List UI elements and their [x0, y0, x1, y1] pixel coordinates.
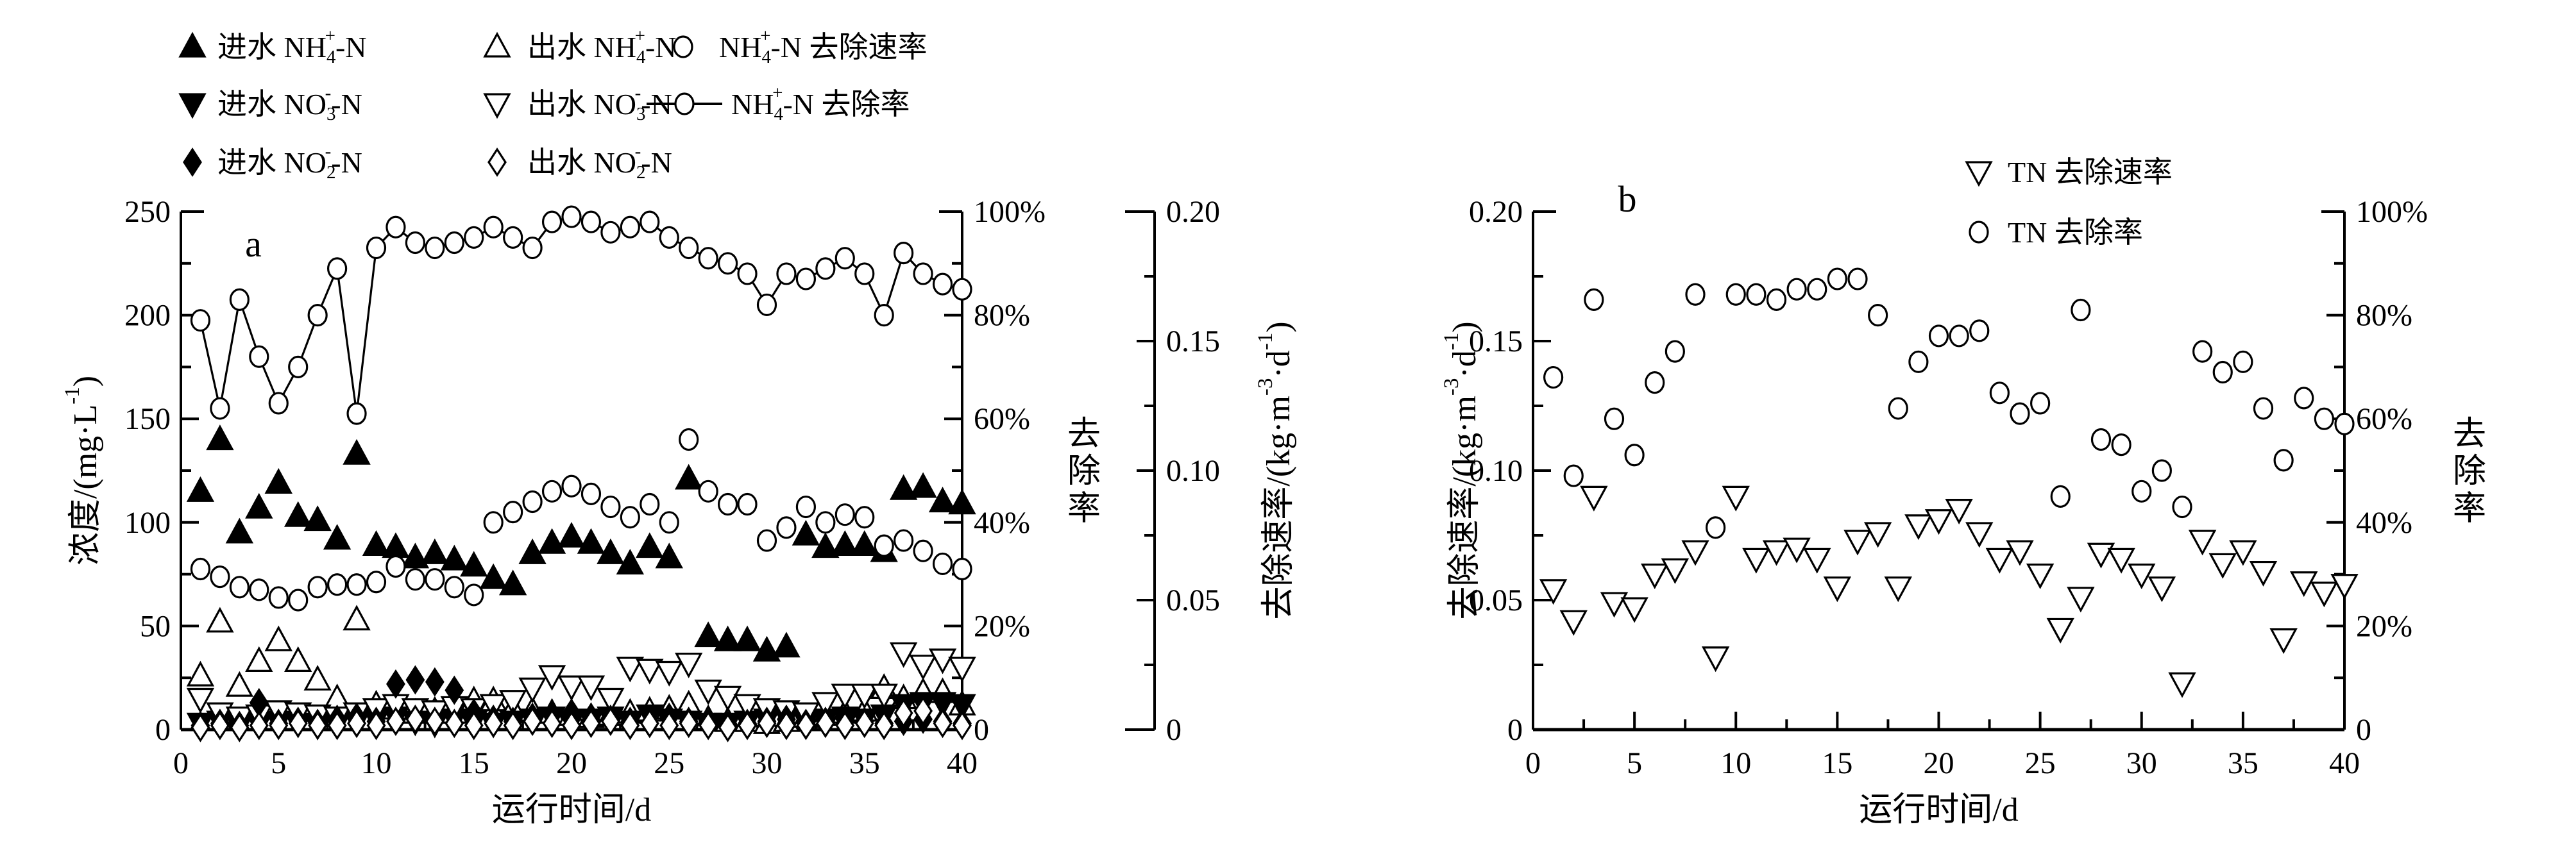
svg-text:5: 5: [1627, 746, 1642, 780]
svg-text:10: 10: [1720, 746, 1751, 780]
panel-b: 00.050.100.150.200 5 10 15 20 25 30 35 40020%40%…: [1440, 156, 2486, 828]
svg-text:NH4+-N 去除速率: NH4+-N 去除速率: [719, 26, 928, 67]
triangle-down-open-icon: [483, 93, 511, 119]
triangle-up-filled-icon: [178, 31, 207, 58]
triangle-up-open-icon: [483, 31, 511, 58]
svg-text:去除速率/(kg·m-3·d-1): 去除速率/(kg·m-3·d-1): [1440, 321, 1483, 619]
svg-text:150: 150: [124, 402, 171, 436]
svg-text:30: 30: [752, 746, 783, 780]
svg-text:100%: 100%: [2356, 195, 2428, 229]
circle-open-icon: [673, 35, 693, 58]
circle-open-icon: [1969, 221, 1989, 244]
svg-text:TN 去除率: TN 去除率: [2008, 216, 2143, 249]
svg-text:0.05: 0.05: [1166, 583, 1220, 617]
triangle-down-open-icon: [1965, 161, 1993, 187]
svg-text:进水 NH4+-N: 进水 NH4+-N: [217, 26, 367, 67]
series-出水 NO3--N: [186, 642, 976, 732]
svg-text:0: 0: [173, 746, 189, 780]
svg-text:进水 NO3--N: 进水 NO3--N: [217, 83, 362, 124]
panel-a-axis-titles: 浓度/(mg·L-1) 去除率 去除速率/(kg·m-3·d-1) 运行时间/d: [61, 321, 1297, 828]
series-NH4+-N 去除率: [190, 205, 972, 425]
svg-text:NH4+-N 去除率: NH4+-N 去除率: [731, 83, 910, 124]
svg-text:100%: 100%: [974, 195, 1046, 229]
svg-text:0: 0: [974, 713, 989, 747]
diamond-open-icon: [487, 147, 507, 177]
svg-text:50: 50: [140, 609, 171, 643]
svg-text:进水 NO2--N: 进水 NO2--N: [217, 141, 362, 183]
svg-text:60%: 60%: [2356, 402, 2412, 436]
svg-text:0.05: 0.05: [1469, 583, 1523, 617]
series-出水 NO2--N: [191, 696, 972, 742]
series-TN 去除速率: [1539, 485, 2359, 698]
svg-text:40: 40: [947, 746, 978, 780]
svg-text:80%: 80%: [974, 299, 1030, 333]
svg-text:0: 0: [1525, 746, 1541, 780]
series-NH4+-N 去除速率: [190, 428, 972, 612]
svg-text:运行时间/d: 运行时间/d: [1859, 792, 2018, 828]
svg-text:20: 20: [1924, 746, 1954, 780]
svg-text:20%: 20%: [974, 609, 1030, 643]
panel-b-legend: TN 去除速率 TN 去除率: [1965, 156, 2173, 249]
svg-text:0: 0: [1166, 713, 1182, 747]
svg-text:去除速率/(kg·m-3·d-1): 去除速率/(kg·m-3·d-1): [1254, 321, 1297, 619]
svg-text:浓度/(mg·L-1): 浓度/(mg·L-1): [61, 376, 104, 565]
svg-text:运行时间/d: 运行时间/d: [492, 792, 651, 828]
series-TN 去除率: [1543, 267, 2355, 539]
svg-text:出水 NH4+-N: 出水 NH4+-N: [527, 26, 677, 67]
svg-text:25: 25: [2025, 746, 2056, 780]
triangle-down-filled-icon: [178, 93, 207, 119]
svg-text:0: 0: [1507, 713, 1523, 747]
svg-text:去除率: 去除率: [1067, 416, 1101, 527]
svg-text:40%: 40%: [974, 506, 1030, 540]
svg-text:0.15: 0.15: [1166, 324, 1220, 358]
svg-text:60%: 60%: [974, 402, 1030, 436]
svg-text:0.10: 0.10: [1469, 454, 1523, 488]
svg-text:0: 0: [155, 713, 171, 747]
svg-text:10: 10: [361, 746, 392, 780]
svg-text:0.15: 0.15: [1469, 324, 1523, 358]
svg-text:80%: 80%: [2356, 299, 2412, 333]
svg-text:250: 250: [124, 195, 171, 229]
series-进水 NO3--N: [186, 692, 976, 741]
svg-text:去除率: 去除率: [2453, 416, 2486, 527]
panel-b-axes: 00.050.100.150.200 5 10 15 20 25 30 35 40020%40%…: [1469, 195, 2428, 780]
line-circle-icon: [674, 92, 695, 115]
svg-text:15: 15: [1822, 746, 1852, 780]
svg-text:0.20: 0.20: [1469, 195, 1523, 229]
svg-text:200: 200: [124, 299, 171, 333]
svg-text:100: 100: [124, 506, 171, 540]
svg-text:a: a: [245, 223, 262, 265]
svg-text:20: 20: [556, 746, 587, 780]
svg-text:35: 35: [2228, 746, 2258, 780]
svg-text:30: 30: [2126, 746, 2157, 780]
svg-text:35: 35: [849, 746, 880, 780]
panel-b-label: b: [1618, 178, 1637, 220]
svg-text:20%: 20%: [2356, 609, 2412, 643]
svg-text:0.10: 0.10: [1166, 454, 1220, 488]
series-进水 NH4+-N: [186, 424, 976, 662]
svg-text:TN 去除速率: TN 去除速率: [2008, 156, 2173, 188]
svg-text:40: 40: [2329, 746, 2360, 780]
svg-text:0.20: 0.20: [1166, 195, 1220, 229]
svg-text:0: 0: [2356, 713, 2371, 747]
svg-text:25: 25: [654, 746, 684, 780]
diamond-filled-icon: [183, 147, 202, 177]
svg-text:b: b: [1618, 178, 1637, 220]
svg-text:40%: 40%: [2356, 506, 2412, 540]
svg-text:出水 NO2--N: 出水 NO2--N: [527, 141, 672, 183]
panel-a-label: a: [245, 223, 262, 265]
svg-text:5: 5: [271, 746, 286, 780]
svg-text:15: 15: [459, 746, 489, 780]
